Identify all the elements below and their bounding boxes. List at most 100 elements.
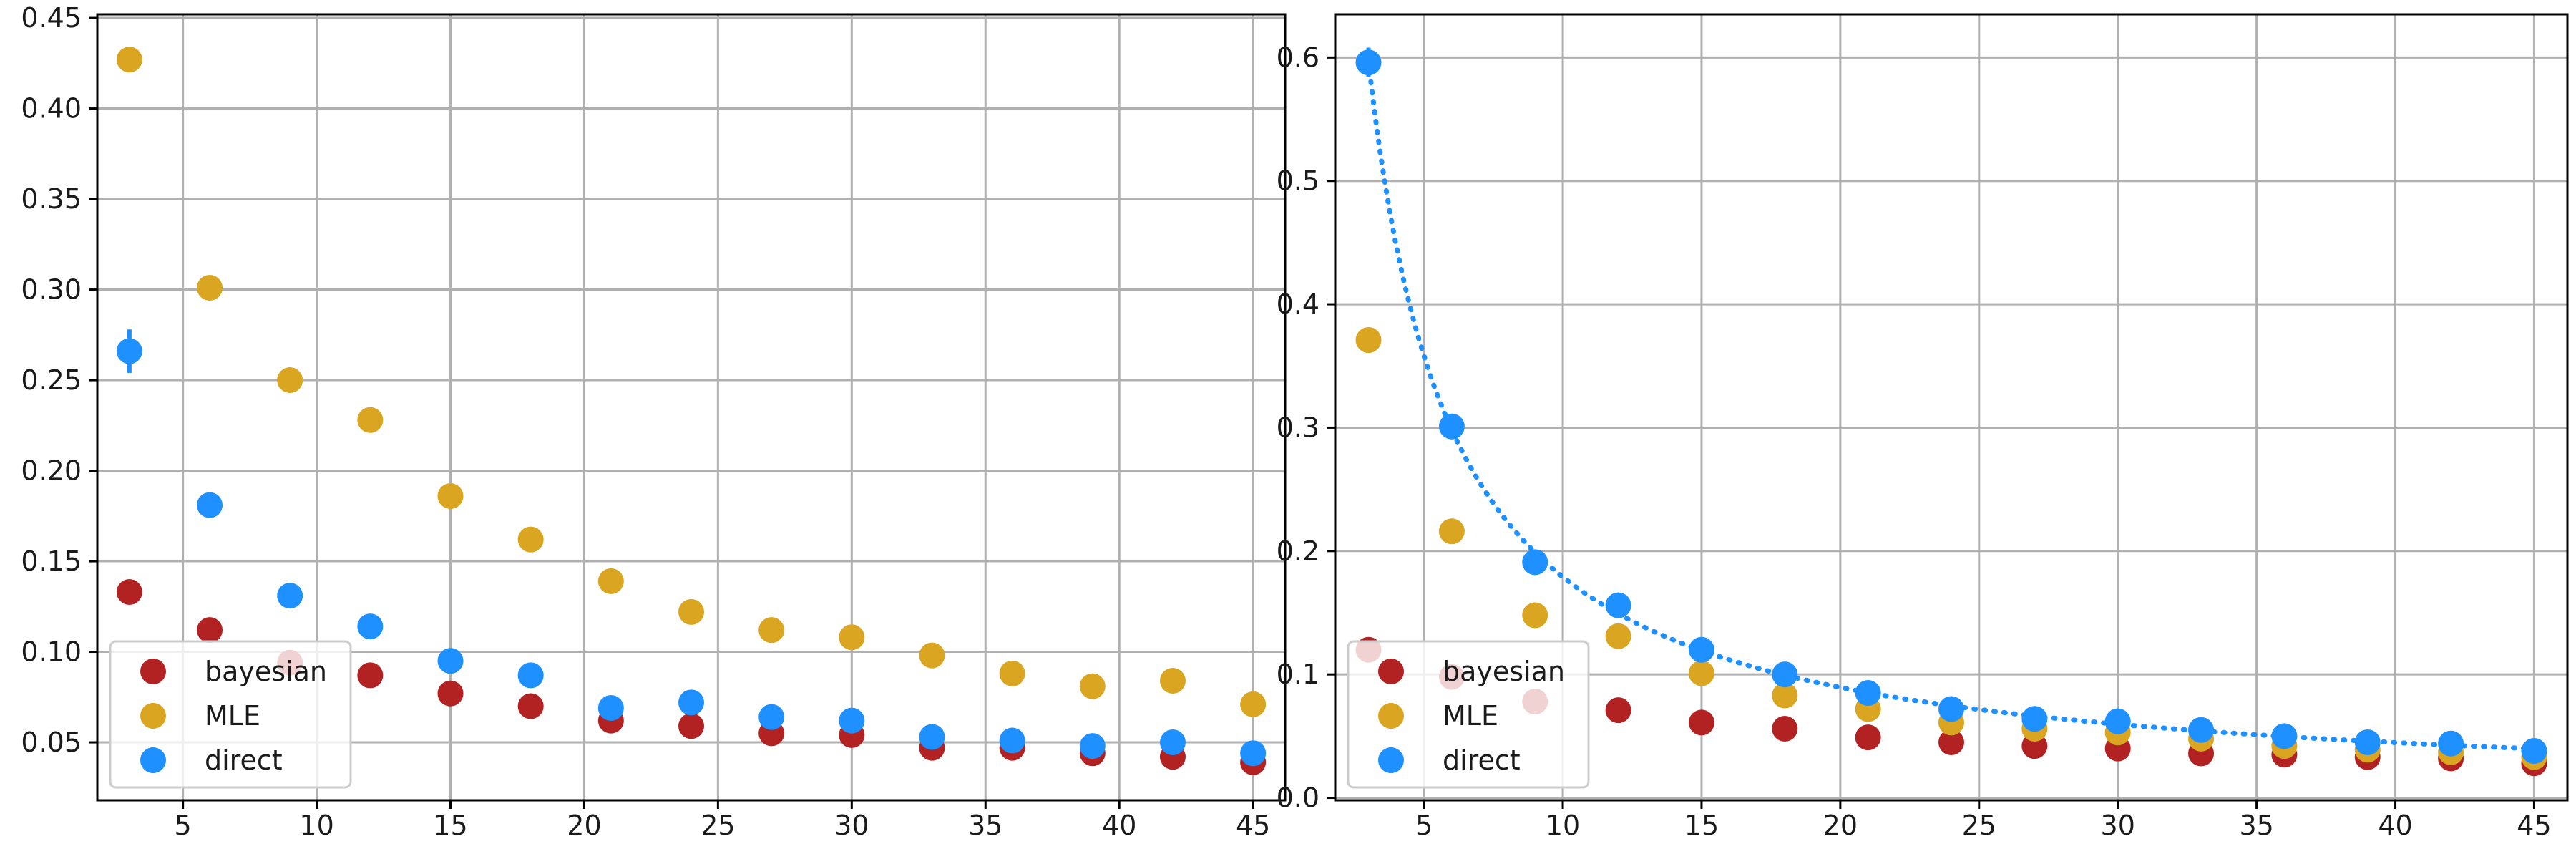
y-tick-label: 0.40 [21, 93, 82, 125]
legend-label: bayesian [1443, 656, 1565, 687]
x-tick-label: 35 [968, 810, 1002, 841]
y-tick-label: 0.15 [21, 545, 82, 577]
point-MLE [357, 407, 384, 433]
point-bayesian [517, 693, 544, 719]
point-direct [1688, 636, 1714, 663]
legend-label: direct [205, 744, 283, 776]
point-direct [1079, 733, 1106, 759]
point-direct [1355, 49, 1382, 76]
point-MLE [197, 275, 223, 301]
point-MLE [919, 642, 945, 669]
point-MLE [999, 660, 1025, 686]
y-tick-label: 0.25 [21, 364, 82, 396]
ticks: 5 10 15 20 25 30 35 40 45 0.0 0.1 0.2 0.3 0.4 0.5 0.6 [1277, 42, 2552, 841]
legend-label: bayesian [205, 656, 327, 687]
point-MLE [597, 568, 624, 594]
point-direct [678, 689, 704, 716]
y-tick-label: 0.6 [1277, 42, 1319, 73]
point-direct [1438, 413, 1465, 440]
point-bayesian [116, 579, 142, 606]
point-direct [437, 648, 464, 674]
point-MLE [678, 598, 704, 625]
point-MLE [1605, 623, 1631, 649]
point-direct [2438, 730, 2464, 757]
point-direct [357, 613, 384, 640]
legend-box [1347, 640, 1590, 789]
point-MLE [1688, 660, 1714, 686]
left-scatter-panel: 5 10 15 20 25 30 35 40 45 0.05 0.10 0.15 0.20 0.25 0.3… [21, 2, 1287, 841]
point-direct [277, 583, 303, 609]
y-tick-label: 0.35 [21, 183, 82, 215]
point-bayesian [678, 713, 704, 739]
x-tick-label: 30 [2101, 810, 2135, 841]
x-tick-label: 35 [2239, 810, 2273, 841]
y-tick-label: 0.05 [21, 727, 82, 758]
axes-frame [1334, 13, 2569, 802]
legend-label: MLE [1443, 700, 1498, 732]
y-tick-label: 0.3 [1277, 412, 1319, 443]
legend: bayesian MLE direct [1347, 640, 1590, 789]
point-direct [1855, 680, 1881, 707]
y-tick-label: 0.30 [21, 274, 82, 306]
legend-marker-MLE [1378, 703, 1404, 729]
point-bayesian [1688, 709, 1714, 736]
point-direct [1522, 549, 1548, 576]
x-tick-label: 40 [1102, 810, 1136, 841]
point-direct [2521, 738, 2547, 765]
x-tick-label: 15 [433, 810, 467, 841]
point-MLE [758, 617, 785, 644]
legend: bayesian MLE direct [109, 640, 352, 789]
point-direct [999, 727, 1025, 754]
point-direct [116, 338, 142, 364]
y-tick-label: 0.20 [21, 455, 82, 487]
point-direct [2354, 729, 2381, 755]
point-bayesian [1938, 729, 1964, 755]
point-direct [1605, 592, 1631, 618]
point-direct [517, 662, 544, 689]
series-direct [1355, 47, 2547, 765]
point-bayesian [1855, 724, 1881, 751]
point-MLE [1522, 602, 1548, 629]
fit-curve-direct [1366, 59, 2537, 752]
right-scatter-panel: 5 10 15 20 25 30 35 40 45 0.0 0.1 0.2 0.3 0.4 0.5 0.6 ba… [1277, 13, 2569, 841]
point-MLE [517, 526, 544, 553]
point-MLE [1438, 518, 1465, 545]
point-direct [197, 492, 223, 518]
point-direct [2104, 708, 2131, 734]
y-tick-label: 0.0 [1277, 782, 1319, 814]
x-tick-label: 45 [1236, 810, 1270, 841]
point-direct [1772, 661, 1798, 688]
y-tick-label: 0.1 [1277, 659, 1319, 690]
point-direct [758, 704, 785, 730]
x-tick-label: 45 [2517, 810, 2551, 841]
point-bayesian [1605, 697, 1631, 724]
point-bayesian [357, 662, 384, 689]
x-tick-label: 30 [834, 810, 869, 841]
x-tick-label: 40 [2378, 810, 2412, 841]
plot-area [116, 47, 1267, 775]
point-MLE [1159, 668, 1186, 694]
x-tick-label: 5 [175, 810, 192, 841]
point-bayesian [197, 617, 223, 644]
x-tick-label: 20 [1823, 810, 1858, 841]
x-tick-label: 5 [1415, 810, 1433, 841]
legend-marker-bayesian [140, 659, 166, 684]
series-MLE [116, 47, 1267, 717]
y-tick-label: 0.4 [1277, 288, 1319, 320]
point-MLE [1079, 673, 1106, 699]
point-MLE [277, 367, 303, 394]
point-direct [1938, 696, 1964, 722]
series-direct [116, 329, 1267, 767]
legend-box [109, 640, 352, 789]
point-direct [1159, 729, 1186, 756]
legend-label: direct [1443, 744, 1521, 776]
y-tick-label: 0.45 [21, 2, 82, 34]
axes-frame [96, 13, 1287, 802]
legend-label: MLE [205, 700, 260, 732]
point-bayesian [437, 680, 464, 707]
x-tick-label: 10 [299, 810, 333, 841]
y-tick-label: 0.2 [1277, 535, 1319, 567]
legend-marker-bayesian [1378, 659, 1404, 684]
legend-marker-direct [140, 747, 166, 773]
point-MLE [839, 624, 865, 651]
